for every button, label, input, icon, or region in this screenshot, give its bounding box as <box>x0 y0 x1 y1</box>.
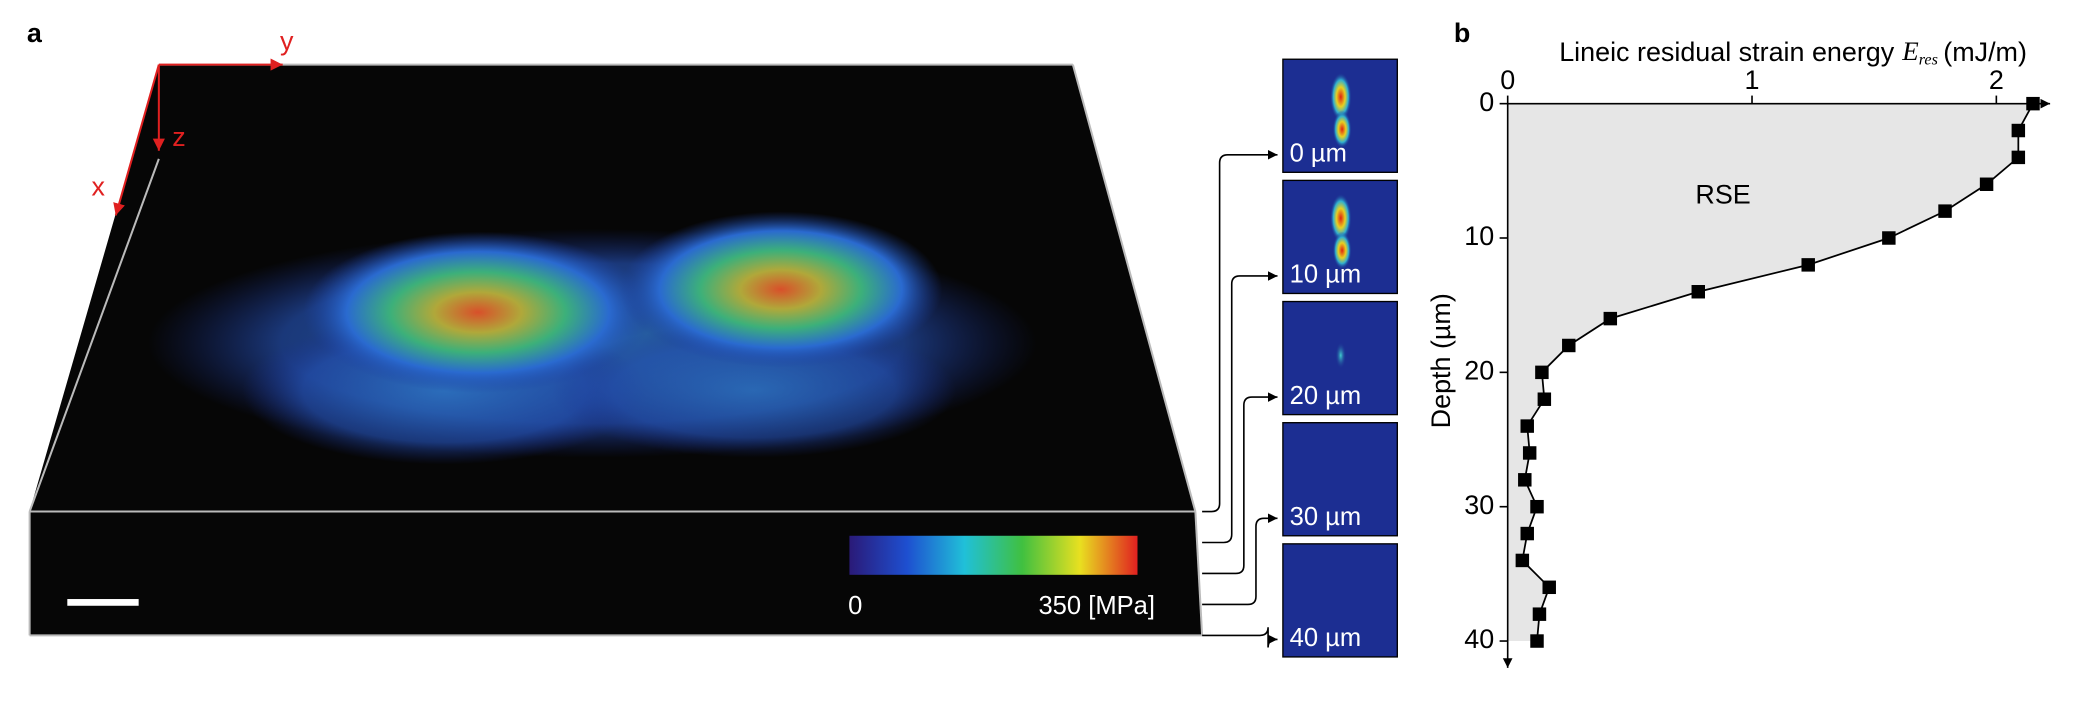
panel-label: a <box>27 18 43 48</box>
x-tick-label: 2 <box>1989 65 2004 95</box>
marker <box>1535 365 1549 380</box>
y-tick-label: 40 <box>1464 624 1494 654</box>
marker <box>1518 473 1532 487</box>
area <box>1507 103 2033 642</box>
marker <box>1532 607 1547 621</box>
y-tick-label: 20 <box>1464 355 1494 385</box>
x-axis-title-text: Lineic residual strain energy <box>1559 37 1895 67</box>
marker <box>1530 499 1544 514</box>
marker <box>1938 204 1952 218</box>
marker <box>1603 311 1618 326</box>
marker <box>2011 150 2026 165</box>
x-tick-label: 1 <box>1745 65 1760 95</box>
marker <box>1515 553 1530 568</box>
slice-arrow <box>1202 271 1278 544</box>
y-axis-title: Depth (µm) <box>1426 293 1456 428</box>
marker <box>1542 580 1556 595</box>
marker <box>1520 526 1534 541</box>
x-axis-title-subscript: res <box>1919 51 1938 68</box>
slice-image <box>1282 543 1398 658</box>
marker <box>1530 634 1544 648</box>
colorbar-min: 0 <box>848 592 862 620</box>
slice-label: 10 µm <box>1290 261 1362 289</box>
x-axis-title: Lineic residual strain energy Eres (mJ/m) <box>1559 36 2027 68</box>
y-tick-label: 10 <box>1464 221 1494 251</box>
marker <box>2026 96 2040 111</box>
axes-triad: y z x <box>92 26 294 216</box>
colorbar <box>849 535 1138 575</box>
slices: 0 µm 10 µm 20 µm 30 µm 40 µm <box>1202 58 1398 658</box>
slice-hotspot <box>1335 341 1347 369</box>
box-edges <box>28 63 1204 637</box>
axis-label-z: z <box>172 122 185 152</box>
annotation: RSE <box>1695 180 1750 210</box>
y-tick-label: 30 <box>1464 490 1494 520</box>
slice-label: 20 µm <box>1290 382 1362 410</box>
slice-label: 40 µm <box>1290 624 1362 652</box>
scale-bar <box>67 599 139 606</box>
marker <box>1522 446 1537 460</box>
slice-arrow <box>1202 149 1278 513</box>
slice-image <box>1282 422 1398 537</box>
marker <box>2011 123 2026 138</box>
x-axis-title-symbol: E <box>1901 36 1918 66</box>
x-tick-label: 0 <box>1500 65 1515 95</box>
slice-hotspot <box>1330 193 1352 243</box>
marker <box>1979 177 1994 191</box>
marker <box>1520 419 1534 433</box>
slice-arrow <box>1202 513 1278 606</box>
stress-volume <box>148 211 1037 465</box>
axis-label-x: x <box>92 172 106 202</box>
panel-label: b <box>1454 18 1470 48</box>
colorbar-max: 350 [MPa] <box>1038 592 1155 620</box>
marker <box>1537 392 1552 406</box>
slice-arrow <box>1202 627 1278 648</box>
slice-hotspot <box>1330 72 1352 122</box>
slice-hotspot <box>1332 110 1352 149</box>
marker <box>1562 338 1576 353</box>
slice-arrow <box>1202 392 1278 575</box>
axis-label-y: y <box>280 26 294 56</box>
marker <box>1691 285 1705 299</box>
slice-label: 0 µm <box>1290 140 1347 168</box>
y-tick-label: 0 <box>1479 87 1494 117</box>
slice-hotspot <box>1332 231 1352 270</box>
marker <box>1801 258 1815 272</box>
x-axis-title-unit: (mJ/m) <box>1943 37 2027 67</box>
marker <box>1882 231 1896 245</box>
slice-label: 30 µm <box>1290 503 1362 531</box>
